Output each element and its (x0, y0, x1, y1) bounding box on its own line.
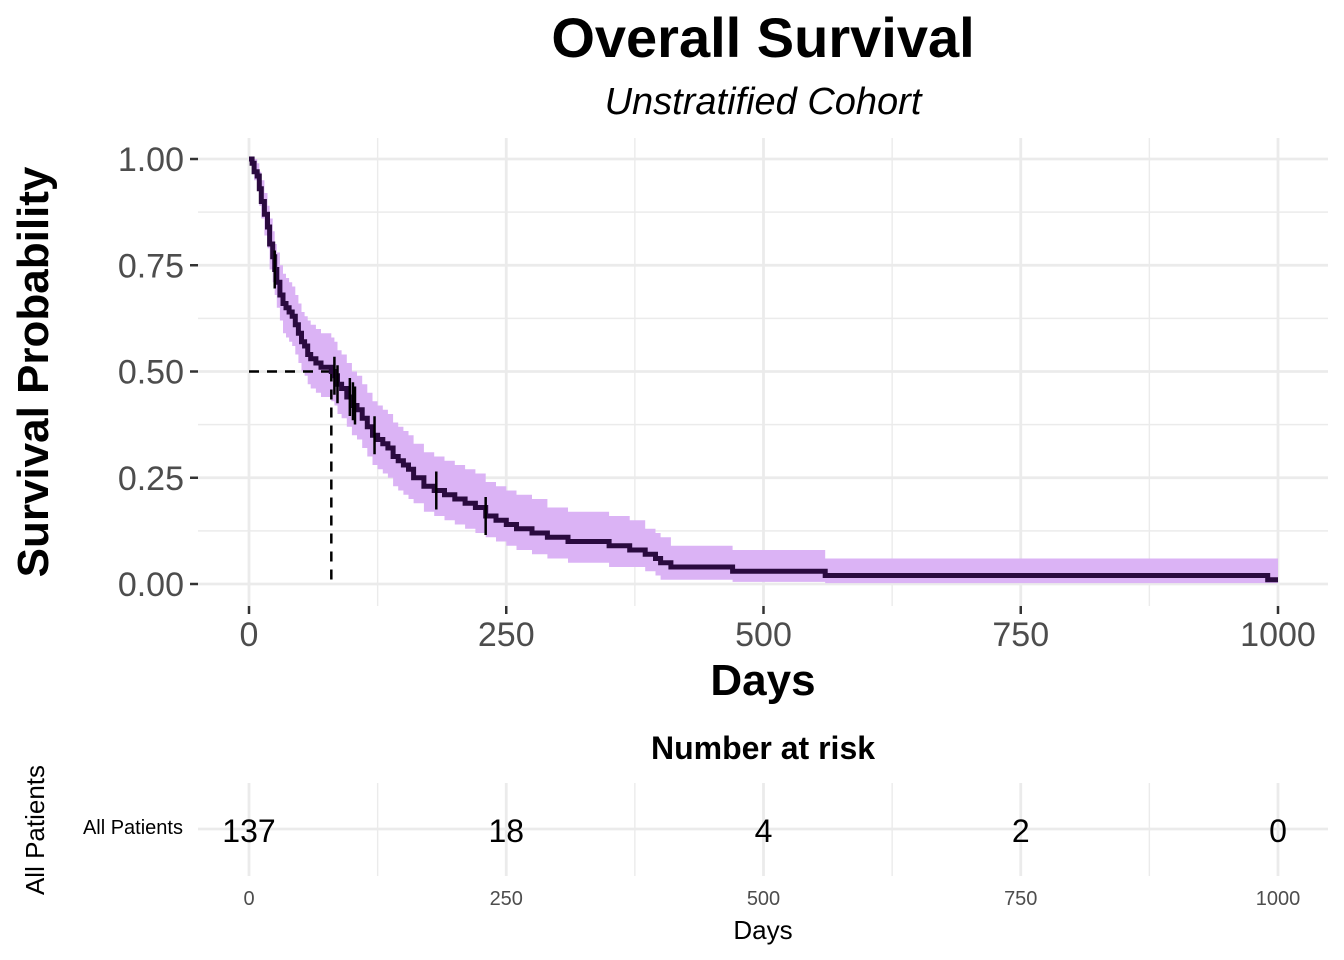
y-axis-label: Survival Probability (9, 166, 58, 577)
y-tick-label: 0.00 (118, 566, 184, 604)
y-tick-label: 1.00 (118, 141, 184, 179)
x-tick-label: 750 (992, 616, 1049, 654)
survival-line (249, 156, 1278, 583)
chart-title: Overall Survival (551, 6, 974, 69)
risk-count: 18 (488, 813, 524, 849)
chart-subtitle: Unstratified Cohort (605, 81, 923, 123)
x-tick-label: 1000 (1240, 616, 1316, 654)
survival-curve (249, 156, 1278, 583)
risk-table-y-label: All Patients (20, 765, 50, 895)
median-lines (249, 370, 333, 584)
risk-x-tick-label: 1000 (1256, 888, 1301, 910)
risk-count: 0 (1269, 813, 1287, 849)
y-tick-label: 0.75 (118, 247, 184, 285)
risk-x-tick-label: 0 (243, 888, 254, 910)
risk-x-tick-label: 250 (490, 888, 523, 910)
risk-table-x-axis: 0 250 500 750 1000 (243, 888, 1300, 910)
risk-x-tick-label: 500 (747, 888, 780, 910)
x-tick-label: 250 (478, 616, 535, 654)
y-tick-label: 0.25 (118, 460, 184, 498)
risk-table-x-label: Days (733, 915, 792, 945)
risk-table-row-label: All Patients (83, 817, 183, 839)
censor-marks (273, 250, 487, 535)
x-axis-label: Days (710, 656, 815, 705)
x-tick-label: 0 (240, 616, 259, 654)
main-grid (198, 138, 1328, 606)
risk-x-tick-label: 750 (1004, 888, 1037, 910)
y-axis: 0.00 0.25 0.50 0.75 1.00 (118, 141, 198, 604)
risk-table-title: Number at risk (651, 730, 875, 766)
risk-table-grid (198, 783, 1328, 876)
x-axis: 0 250 500 750 1000 (240, 606, 1316, 654)
risk-count: 137 (222, 813, 275, 849)
risk-count: 4 (755, 813, 773, 849)
x-tick-label: 500 (735, 616, 792, 654)
risk-count: 2 (1012, 813, 1030, 849)
risk-table-values: 137 18 4 2 0 (222, 813, 1287, 849)
y-tick-label: 0.50 (118, 354, 184, 392)
